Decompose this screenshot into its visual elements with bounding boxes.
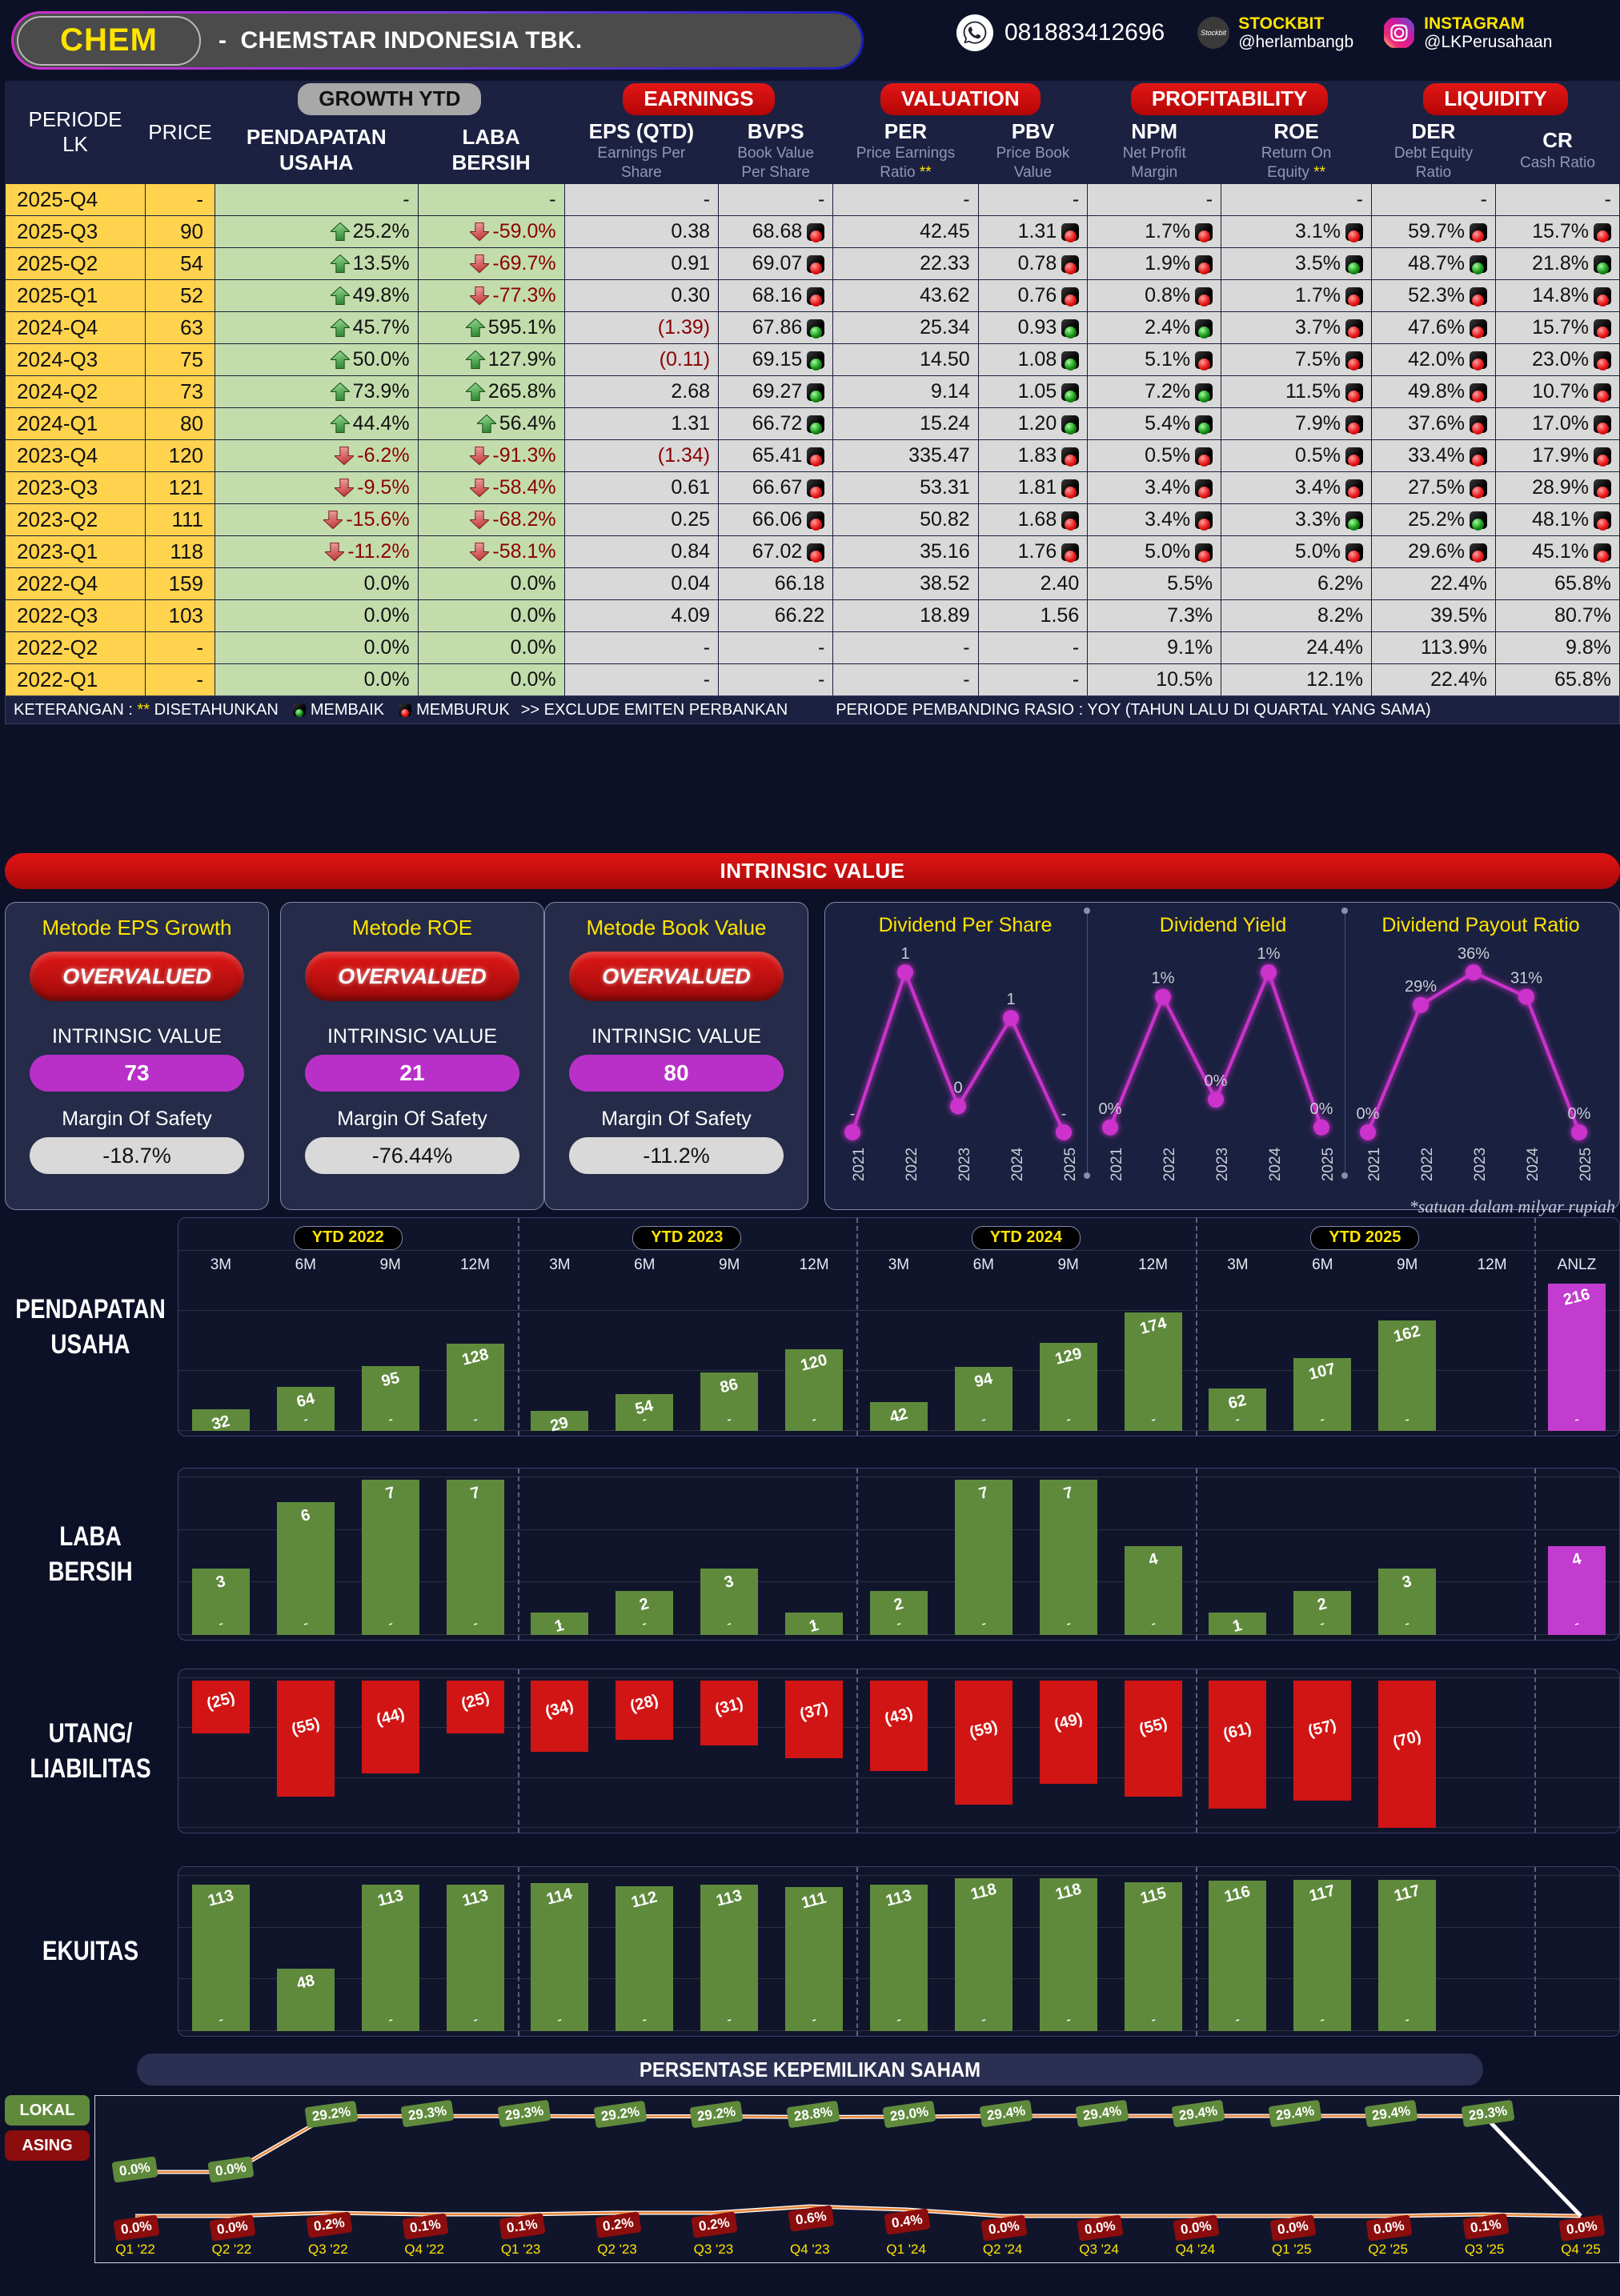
svg-text:2025: 2025	[1578, 1148, 1594, 1181]
svg-text:2022: 2022	[904, 1148, 920, 1181]
svg-text:2024: 2024	[1267, 1147, 1284, 1181]
svg-text:2022: 2022	[1161, 1148, 1178, 1181]
svg-text:1: 1	[1006, 991, 1015, 1008]
svg-text:2021: 2021	[851, 1148, 868, 1181]
svg-text:2023: 2023	[1214, 1148, 1231, 1181]
svg-text:1%: 1%	[1257, 945, 1281, 963]
svg-text:1: 1	[900, 945, 909, 963]
svg-text:2021: 2021	[1109, 1148, 1125, 1181]
svg-text:0%: 0%	[1099, 1100, 1122, 1118]
svg-text:1%: 1%	[1152, 970, 1175, 988]
svg-text:2024: 2024	[1525, 1147, 1542, 1181]
svg-text:0%: 0%	[1205, 1072, 1228, 1090]
svg-text:0%: 0%	[1357, 1105, 1380, 1123]
svg-text:-: -	[850, 1105, 856, 1123]
svg-text:-: -	[1061, 1105, 1067, 1123]
svg-text:36%: 36%	[1458, 945, 1490, 963]
svg-text:0: 0	[953, 1079, 962, 1096]
svg-text:0%: 0%	[1310, 1100, 1333, 1118]
svg-text:29%: 29%	[1405, 978, 1437, 996]
svg-text:Stockbit: Stockbit	[1201, 29, 1226, 37]
svg-text:2025: 2025	[1320, 1148, 1336, 1181]
svg-text:2023: 2023	[956, 1148, 973, 1181]
svg-text:2025: 2025	[1062, 1148, 1078, 1181]
svg-text:2021: 2021	[1366, 1148, 1383, 1181]
svg-text:2024: 2024	[1009, 1147, 1026, 1181]
svg-text:2022: 2022	[1419, 1148, 1436, 1181]
svg-text:31%: 31%	[1510, 970, 1542, 988]
svg-text:0%: 0%	[1568, 1105, 1591, 1123]
svg-text:2023: 2023	[1472, 1148, 1489, 1181]
